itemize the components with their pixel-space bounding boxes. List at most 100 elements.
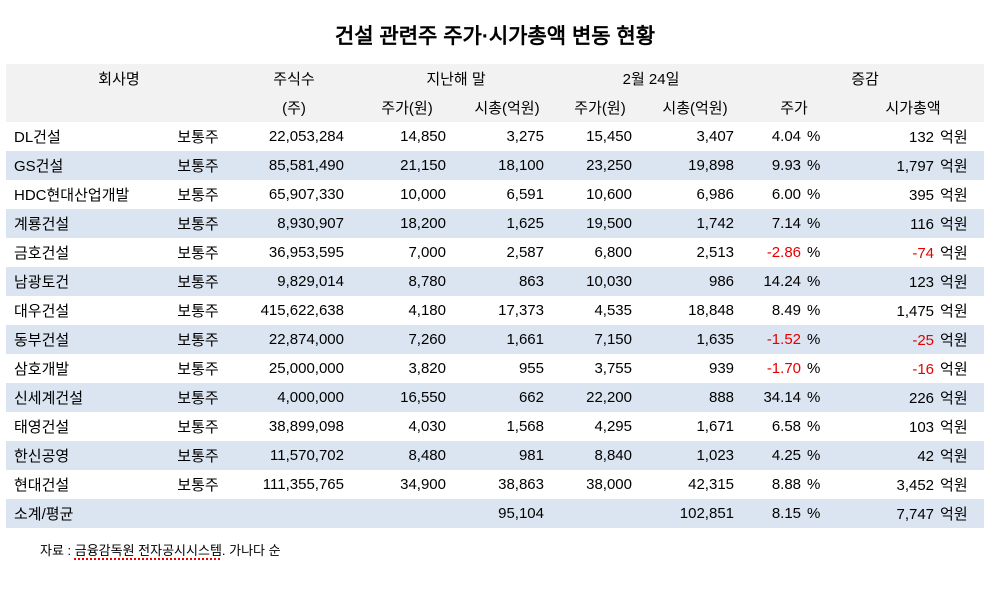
eokwon-unit-label: 억원: [940, 448, 968, 465]
cell-share-type: 보통주: [177, 187, 219, 204]
cell-feb24-cap: 939: [708, 360, 735, 377]
cell-shares: 9,829,014: [232, 267, 356, 296]
cell-feb24-cap: 1,742: [644, 209, 747, 238]
eokwon-unit-label: 억원: [940, 419, 968, 436]
cell-change-price: -1.52%: [746, 325, 843, 354]
cell-feb24-price: 8,840: [556, 441, 644, 470]
eokwon-unit-label: 억원: [940, 390, 968, 407]
header-row-groups: 회사명 주식수 지난해 말 2월 24일 증감: [6, 64, 985, 93]
cell-change-cap: 103 억원: [842, 412, 984, 441]
cell-shares: 415,622,638: [260, 302, 344, 319]
cell-lastyear-cap: 2,587: [506, 244, 544, 261]
cell-company-name: DL건설: [14, 129, 61, 146]
cell-change-price: 4.25%: [746, 441, 843, 470]
cell-company-name: 소계/평균: [6, 499, 164, 528]
header-shares: 주식수: [232, 64, 356, 93]
cell-share-type: 보통주: [164, 151, 232, 180]
cell-shares: 38,899,098: [268, 418, 344, 435]
cell-shares: 85,581,490: [232, 151, 356, 180]
cell-company-name: 삼호개발: [14, 361, 70, 378]
cell-feb24-price: 6,800: [594, 244, 632, 261]
cell-lastyear-price: 14,850: [400, 128, 446, 145]
cell-feb24-price: 22,200: [556, 383, 644, 412]
header-f-cap: 시총(억원): [644, 93, 747, 122]
header-shares-unit: (주): [232, 93, 356, 122]
cell-lastyear-price: 8,780: [356, 267, 458, 296]
stock-table: 회사명 주식수 지난해 말 2월 24일 증감 (주) 주가(원) 시총(억원)…: [6, 64, 985, 528]
cell-change-price: 4.04%: [771, 128, 821, 145]
cell-feb24-price: 10,030: [556, 267, 644, 296]
percent-unit-label: %: [807, 476, 821, 493]
table-row: 대우건설 보통주 415,622,638 4,180 17,373 4,535 …: [6, 296, 984, 325]
cell-share-type: 보통주: [177, 361, 219, 378]
table-row: GS건설 보통주 85,581,490 21,150 18,100 23,250…: [6, 151, 985, 180]
header-group-feb24: 2월 24일: [556, 64, 747, 93]
cell-change-price: 14.24%: [746, 267, 843, 296]
cell-lastyear-price: 7,000: [408, 244, 446, 261]
cell-change-cap: 1,475 억원: [842, 296, 984, 325]
cell-feb24-cap: 1,023: [644, 441, 747, 470]
cell-feb24-cap: 888: [644, 383, 747, 412]
cell-share-type: [164, 499, 232, 528]
report-page: 건설 관련주 주가·시가총액 변동 현황 회사명 주식수 지난해 말 2월 24…: [6, 25, 985, 558]
percent-unit-label: %: [807, 418, 821, 435]
cell-lastyear-price: 7,260: [356, 325, 458, 354]
table-row: 현대건설 보통주 111,355,765 34,900 38,863 38,00…: [6, 470, 984, 499]
cell-change-price: 9.93%: [746, 151, 843, 180]
cell-change-price: -2.86%: [766, 244, 821, 261]
cell-feb24-cap: 986: [644, 267, 747, 296]
table-row: 금호건설 보통주 36,953,595 7,000 2,587 6,800 2,…: [6, 238, 984, 267]
cell-shares: 25,000,000: [268, 360, 344, 377]
cell-lastyear-cap: 981: [458, 441, 556, 470]
cell-lastyear-cap: 863: [458, 267, 556, 296]
cell-change-cap: 42 억원: [842, 441, 985, 470]
table-row: 신세계건설 보통주 4,000,000 16,550 662 22,200 88…: [6, 383, 985, 412]
cell-change-cap: -25 억원: [842, 325, 985, 354]
percent-unit-label: %: [807, 447, 821, 464]
cell-company-name: 금호건설: [14, 245, 70, 262]
eokwon-unit-label: 억원: [940, 245, 968, 262]
cell-feb24-price: 19,500: [556, 209, 644, 238]
cell-company-name: GS건설: [6, 151, 164, 180]
table-row: 남광토건 보통주 9,829,014 8,780 863 10,030 986 …: [6, 267, 985, 296]
cell-lastyear-price: 18,200: [356, 209, 458, 238]
cell-change-price: 8.49%: [771, 302, 821, 319]
table-body: DL건설 보통주 22,053,284 14,850 3,275 15,450 …: [6, 122, 985, 528]
cell-company-name: HDC현대산업개발: [14, 187, 130, 204]
cell-lastyear-cap: 955: [518, 360, 544, 377]
cell-lastyear-cap: 6,591: [506, 186, 544, 203]
cell-share-type: 보통주: [177, 419, 219, 436]
cell-shares: 4,000,000: [232, 383, 356, 412]
cell-feb24-cap: 102,851: [644, 499, 747, 528]
table-row: 계룡건설 보통주 8,930,907 18,200 1,625 19,500 1…: [6, 209, 985, 238]
cell-feb24-cap: 2,513: [696, 244, 735, 261]
cell-share-type: 보통주: [177, 477, 219, 494]
page-title: 건설 관련주 주가·시가총액 변동 현황: [334, 25, 656, 48]
percent-unit-label: %: [807, 128, 821, 145]
percent-unit-label: %: [807, 331, 821, 348]
cell-change-cap: -74 억원: [842, 238, 984, 267]
cell-change-price: 6.00%: [771, 186, 821, 203]
percent-unit-label: %: [807, 302, 821, 319]
cell-lastyear-price: 4,180: [408, 302, 446, 319]
cell-feb24-price: 4,535: [594, 302, 632, 319]
percent-unit-label: %: [807, 273, 821, 290]
cell-feb24-cap: 3,407: [696, 128, 735, 145]
cell-change-cap: 395 억원: [842, 180, 984, 209]
percent-unit-label: %: [807, 186, 821, 203]
cell-lastyear-price: 10,000: [400, 186, 446, 203]
cell-lastyear-cap: 3,275: [506, 128, 544, 145]
cell-feb24-cap: 19,898: [644, 151, 747, 180]
eokwon-unit-label: 억원: [940, 129, 968, 146]
cell-change-price: 8.15%: [746, 499, 843, 528]
cell-change-cap: 1,797 억원: [842, 151, 985, 180]
cell-company-name: 신세계건설: [6, 383, 164, 412]
cell-lastyear-cap: 18,100: [458, 151, 556, 180]
cell-feb24-price: 15,450: [586, 128, 632, 145]
footer-prefix: 자료 :: [40, 543, 75, 558]
table-row: 태영건설 보통주 38,899,098 4,030 1,568 4,295 1,…: [6, 412, 984, 441]
table-row: 동부건설 보통주 22,874,000 7,260 1,661 7,150 1,…: [6, 325, 985, 354]
cell-feb24-price: 4,295: [594, 418, 632, 435]
cell-change-cap: 123 억원: [842, 267, 985, 296]
header-group-change: 증감: [746, 64, 985, 93]
